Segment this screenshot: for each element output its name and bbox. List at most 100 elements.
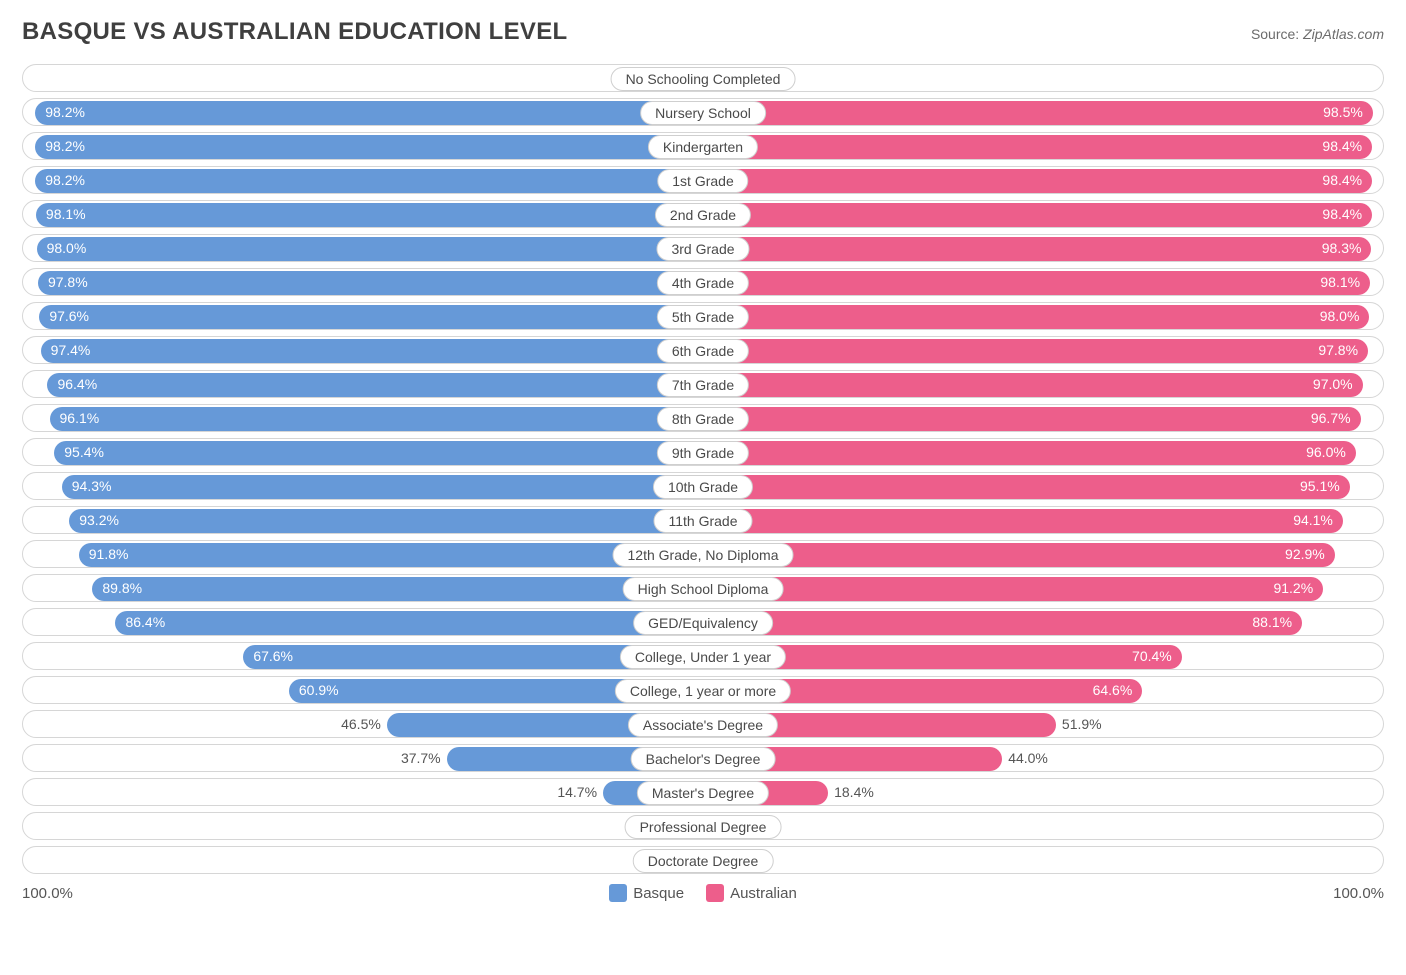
row-half-left: 98.2% [23, 133, 703, 159]
row-half-right: 96.0% [703, 439, 1383, 465]
row-half-left: 97.6% [23, 303, 703, 329]
value-label-left: 98.2% [35, 133, 95, 159]
chart-row: 97.4%97.8%6th Grade [22, 336, 1384, 364]
category-label: 8th Grade [657, 407, 749, 431]
value-label-left: 96.4% [47, 371, 107, 397]
row-half-right: 97.8% [703, 337, 1383, 363]
category-label: 1st Grade [657, 169, 748, 193]
bar-right [703, 611, 1302, 635]
value-label-left: 94.3% [62, 473, 122, 499]
row-half-right: 94.1% [703, 507, 1383, 533]
chart-title: BASQUE VS AUSTRALIAN EDUCATION LEVEL [22, 18, 568, 46]
bar-right [703, 373, 1363, 397]
value-label-right: 96.0% [1296, 439, 1356, 465]
bar-right [703, 101, 1373, 125]
bar-right [703, 441, 1356, 465]
chart-row: 60.9%64.6%College, 1 year or more [22, 676, 1384, 704]
header: BASQUE VS AUSTRALIAN EDUCATION LEVEL Sou… [22, 18, 1384, 46]
category-label: Doctorate Degree [633, 849, 774, 873]
chart-row: 98.2%98.5%Nursery School [22, 98, 1384, 126]
value-label-left: 98.0% [37, 235, 97, 261]
row-half-right: 98.4% [703, 201, 1383, 227]
value-label-left: 67.6% [243, 643, 303, 669]
row-half-right: 92.9% [703, 541, 1383, 567]
bar-right [703, 271, 1370, 295]
bar-left [79, 543, 703, 567]
chart-row: 91.8% 92.9% 12th Grade, No Diploma [22, 540, 1384, 568]
bar-right [703, 135, 1372, 159]
bar-right [703, 509, 1343, 533]
bar-left [37, 237, 703, 261]
value-label-right: 98.4% [1312, 201, 1372, 227]
chart-row: 98.2%98.4%Kindergarten [22, 132, 1384, 160]
chart-row: 98.0%98.3%3rd Grade [22, 234, 1384, 262]
axis-label-left: 100.0% [22, 885, 73, 902]
row-half-left: 94.3% [23, 473, 703, 499]
value-label-left: 97.8% [38, 269, 98, 295]
category-label: College, Under 1 year [620, 645, 786, 669]
row-half-left: 14.7% [23, 779, 703, 805]
category-label: 5th Grade [657, 305, 749, 329]
value-label-left: 93.2% [69, 507, 129, 533]
axis-label-right: 100.0% [1333, 885, 1384, 902]
chart-row: 97.6% 98.0% 5th Grade [22, 302, 1384, 330]
bar-left [35, 101, 703, 125]
chart-row: 96.1%96.7%8th Grade [22, 404, 1384, 432]
chart-row: 96.4%97.0%7th Grade [22, 370, 1384, 398]
row-half-left: 98.1% [23, 201, 703, 227]
value-label-right: 64.6% [1083, 677, 1143, 703]
category-label: GED/Equivalency [633, 611, 773, 635]
value-label-right: 98.0% [1310, 303, 1370, 329]
chart-row: 37.7%44.0%Bachelor's Degree [22, 744, 1384, 772]
row-half-left: 93.2% [23, 507, 703, 533]
value-label-left: 46.5% [335, 711, 387, 737]
row-half-left: 98.2% [23, 167, 703, 193]
chart-row: 93.2%94.1%11th Grade [22, 506, 1384, 534]
row-half-right: 64.6% [703, 677, 1383, 703]
row-half-left: 60.9% [23, 677, 703, 703]
value-label-right: 97.8% [1308, 337, 1368, 363]
row-half-left: 37.7% [23, 745, 703, 771]
source-label: Source: [1251, 26, 1299, 42]
bar-left [115, 611, 703, 635]
bar-right [703, 407, 1361, 431]
value-label-right: 70.4% [1122, 643, 1182, 669]
chart-row: 1.9%2.4%Doctorate Degree [22, 846, 1384, 874]
chart-row: 95.4%96.0%9th Grade [22, 438, 1384, 466]
legend-swatch-left [609, 884, 627, 902]
bar-left [54, 441, 703, 465]
category-label: 12th Grade, No Diploma [613, 543, 794, 567]
chart-rows: 1.8%1.6%No Schooling Completed98.2%98.5%… [22, 64, 1384, 874]
bar-right [703, 237, 1371, 261]
category-label: Kindergarten [648, 135, 758, 159]
chart-row: 89.8%91.2%High School Diploma [22, 574, 1384, 602]
value-label-right: 91.2% [1263, 575, 1323, 601]
chart-row: 4.6%5.9%Professional Degree [22, 812, 1384, 840]
chart-row: 98.2% 98.4% 1st Grade [22, 166, 1384, 194]
value-label-right: 95.1% [1290, 473, 1350, 499]
value-label-right: 98.5% [1313, 99, 1373, 125]
bar-left [39, 305, 703, 329]
legend-label-right: Australian [730, 885, 797, 902]
row-half-right: 18.4% [703, 779, 1383, 805]
chart-row: 97.8%98.1%4th Grade [22, 268, 1384, 296]
value-label-left: 91.8% [79, 541, 139, 567]
chart-row: 14.7%18.4%Master's Degree [22, 778, 1384, 806]
category-label: No Schooling Completed [611, 67, 796, 91]
bar-right [703, 543, 1335, 567]
value-label-left: 97.4% [41, 337, 101, 363]
bar-left [41, 339, 703, 363]
legend-swatch-right [706, 884, 724, 902]
category-label: 3rd Grade [656, 237, 749, 261]
row-half-left: 96.4% [23, 371, 703, 397]
row-half-left: 97.4% [23, 337, 703, 363]
row-half-right: 98.4% [703, 167, 1383, 193]
value-label-right: 98.4% [1312, 167, 1372, 193]
bar-right [703, 169, 1372, 193]
bar-left [35, 169, 703, 193]
value-label-left: 60.9% [289, 677, 349, 703]
row-half-right: 1.6% [703, 65, 1383, 91]
legend-item-left: Basque [609, 884, 684, 902]
row-half-left: 91.8% [23, 541, 703, 567]
value-label-right: 92.9% [1275, 541, 1335, 567]
